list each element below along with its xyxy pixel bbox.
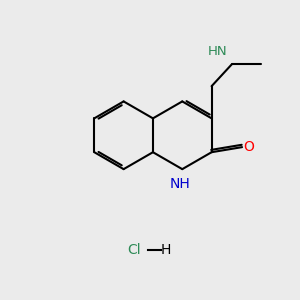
Text: HN: HN	[208, 45, 227, 58]
Text: Cl: Cl	[127, 243, 141, 257]
Text: NH: NH	[169, 177, 190, 191]
Text: O: O	[243, 140, 254, 154]
Text: H: H	[161, 243, 171, 257]
